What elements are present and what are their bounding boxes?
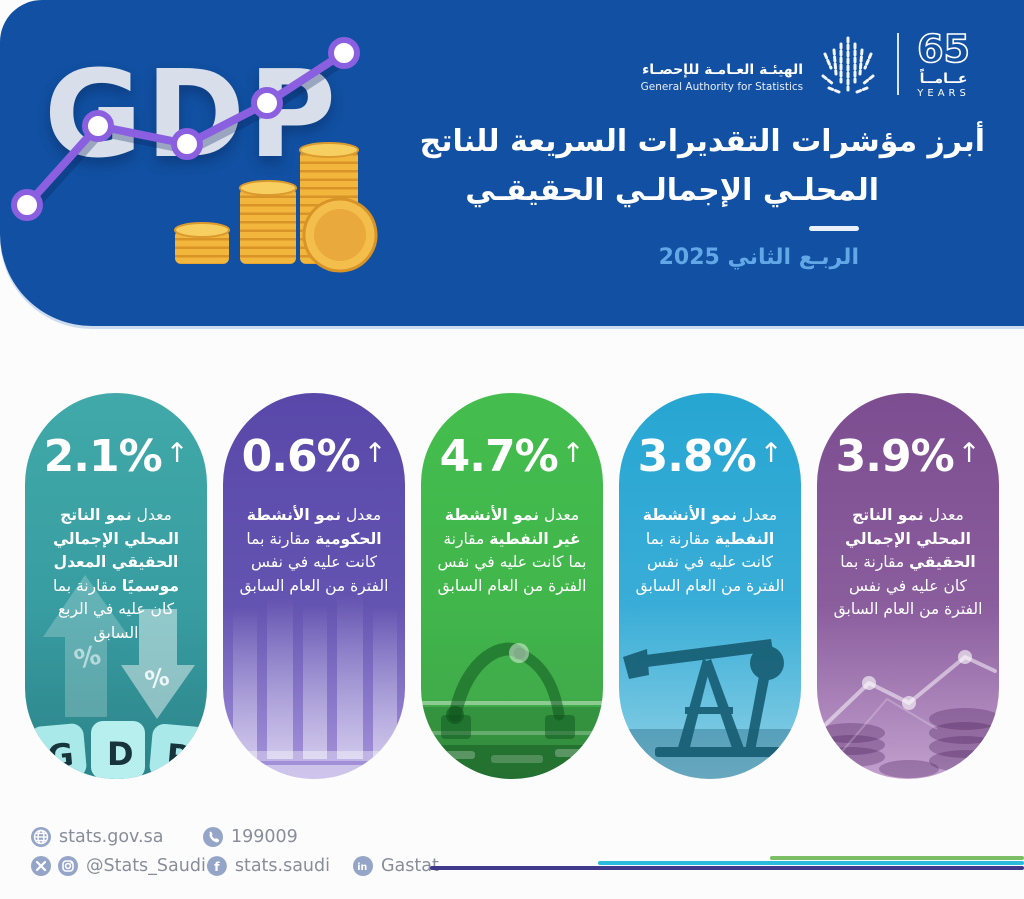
up-arrow-icon: ↑: [957, 438, 981, 469]
svg-text:in: in: [357, 862, 367, 873]
gastat-name-english: General Authority for Statistics: [640, 80, 804, 93]
facebook-icon: f: [206, 856, 227, 876]
factory-robots-illustration: [421, 642, 603, 779]
chart-over-coins-illustration: [817, 650, 999, 778]
instagram-icon: [58, 856, 78, 876]
gastat-name-arabic: الهيئـة العـامـة للإحصـاء: [642, 61, 804, 78]
globe-icon: [31, 827, 51, 847]
report-period: الربـع الثاني 2025: [658, 245, 859, 270]
website-text: stats.gov.sa: [59, 827, 164, 847]
up-down-arrows-gdp-keys-illustration: % % G D P: [29, 575, 207, 779]
logo-divider: [897, 33, 900, 95]
gdp-keyboard-keys: G D P: [29, 721, 207, 779]
social-handle-link[interactable]: @Stats_Saudi: [30, 855, 206, 877]
linkedin-text: Gastat: [381, 856, 439, 876]
kpi-value: 2.1%: [43, 431, 163, 482]
kpi-card-real-gdp: 3.9% ↑ معدل نمو الناتج المحلي الإجمالي ال…: [817, 393, 999, 779]
svg-text:%: %: [142, 662, 171, 694]
kpi-card-oil-activities: 3.8% ↑ معدل نمو الأنشطة النفطية مقارنة بم…: [619, 393, 801, 779]
website-link[interactable]: stats.gov.sa: [30, 826, 202, 848]
kpi-description: معدل نمو الأنشطة الحكومية مقارنة بما كان…: [239, 506, 389, 595]
kpi-value: 3.8%: [637, 431, 757, 482]
kpi-value: 0.6%: [241, 431, 361, 482]
gastat-palm-emblem: [821, 36, 875, 94]
kpi-value: 3.9%: [835, 431, 955, 482]
kpi-value-row: 0.6% ↑: [223, 431, 405, 482]
anniversary-65-years: 65 عــامــاً YEARS: [916, 26, 970, 99]
report-title-line2: المحلـي الإجمالـي الحقيقـي: [465, 173, 879, 208]
phone-contact[interactable]: 199009: [202, 826, 298, 848]
decorative-line-cyan: [598, 861, 1024, 865]
government-columns-illustration: [223, 593, 405, 779]
kpi-value-row: 4.7% ↑: [421, 431, 603, 482]
up-arrow-icon: ↑: [561, 438, 585, 469]
decorative-line-green: [770, 856, 1024, 860]
kpi-value-row: 3.9% ↑: [817, 431, 999, 482]
trend-line-markers: [11, 37, 360, 221]
report-title: أبرز مؤشرات التقديرات السريعة للناتج الم…: [405, 124, 985, 270]
anniversary-label-arabic: عــامــاً: [919, 70, 968, 87]
trend-line-illustration: [11, 37, 360, 221]
up-arrow-icon: ↑: [363, 438, 387, 469]
title-underline-dash: [809, 226, 859, 231]
svg-text:D: D: [107, 735, 134, 773]
anniversary-number: 65: [916, 26, 970, 71]
up-arrow-icon: ↑: [759, 438, 783, 469]
kpi-description: معدل نمو الناتج المحلي الإجمالي الحقيقي …: [53, 506, 179, 642]
oil-pumpjack-illustration: [619, 639, 801, 779]
social-handle-text: @Stats_Saudi: [86, 856, 206, 876]
up-arrow-icon: ↑: [165, 438, 189, 469]
leaning-coin: [302, 197, 378, 273]
svg-text:P: P: [165, 736, 192, 776]
svg-text:f: f: [214, 859, 220, 874]
coin-stack-medium: [239, 180, 297, 264]
footer-contacts: stats.gov.sa 199009: [30, 826, 439, 884]
kpi-card-gdp-seasonally-adjusted: % % G D P: [25, 393, 207, 779]
kpi-value-row: 3.8% ↑: [619, 431, 801, 482]
decorative-line-navy: [430, 866, 1024, 870]
kpi-value-row: 2.1% ↑: [25, 431, 207, 482]
phone-icon: [203, 827, 223, 847]
gastat-logo: الهيئـة العـامـة للإحصـاء General Author…: [640, 24, 971, 104]
kpi-description: معدل نمو الناتج المحلي الإجمالي الحقيقي …: [833, 506, 983, 619]
report-title-line1: أبرز مؤشرات التقديرات السريعة للناتج: [419, 124, 985, 159]
phone-text: 199009: [231, 827, 298, 847]
facebook-text: stats.saudi: [234, 856, 330, 876]
facebook-link[interactable]: f stats.saudi: [206, 855, 330, 877]
linkedin-icon: in: [353, 856, 373, 876]
kpi-card-government-activities: 0.6% ↑ معدل نمو الأنشطة الحكومية مقارنة ب…: [223, 393, 405, 779]
kpi-description: معدل نمو الأنشطة النفطية مقارنة بما كانت…: [635, 506, 785, 595]
linkedin-link[interactable]: in Gastat: [352, 855, 439, 877]
x-twitter-icon: [31, 856, 51, 876]
coin-stack-small: [174, 222, 230, 264]
kpi-cards: % % G D P: [0, 393, 1024, 779]
kpi-value: 4.7%: [439, 431, 559, 482]
anniversary-label-english: YEARS: [917, 87, 970, 99]
kpi-card-non-oil-activities: 4.7% ↑ معدل نمو الأنشطة غير النفطية مقارن…: [421, 393, 603, 779]
svg-text:G: G: [46, 736, 75, 776]
coin-stacks-illustration: [174, 142, 378, 273]
kpi-description: معدل نمو الأنشطة غير النفطية مقارنة بما …: [437, 506, 587, 595]
header-banner: GDP: [0, 0, 1024, 326]
